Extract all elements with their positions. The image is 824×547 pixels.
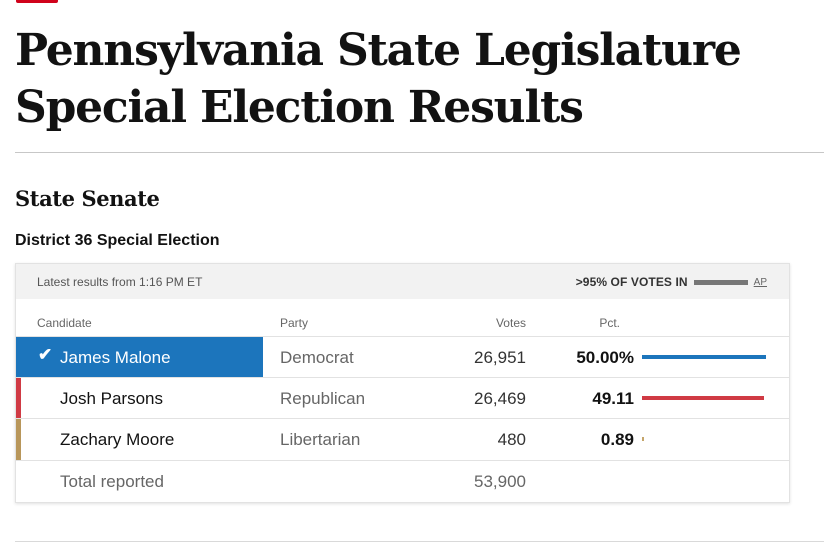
candidate-pct: 49.11 bbox=[592, 389, 634, 408]
table-row-moore: Zachary Moore Libertarian 480 0.89 bbox=[16, 418, 789, 460]
column-header-votes: Votes bbox=[495, 316, 526, 330]
results-table: Latest results from 1:16 PM ET >95% OF V… bbox=[15, 263, 790, 503]
vote-share-bar bbox=[642, 396, 764, 400]
candidate-party: Libertarian bbox=[280, 430, 361, 449]
reporting-status: >95% OF VOTES IN AP bbox=[576, 275, 767, 289]
total-label: Total reported bbox=[60, 472, 164, 491]
ap-source-link[interactable]: AP bbox=[753, 276, 767, 288]
reporting-meter bbox=[693, 279, 748, 285]
vote-share-bar bbox=[642, 437, 644, 441]
candidate-name: Zachary Moore bbox=[60, 430, 175, 449]
candidate-votes: 26,951 bbox=[474, 348, 526, 367]
results-header: Latest results from 1:16 PM ET >95% OF V… bbox=[16, 264, 789, 299]
total-row: Total reported 53,900 bbox=[16, 460, 789, 502]
votes-in-label: >95% OF VOTES IN bbox=[575, 275, 688, 289]
vote-share-bar bbox=[642, 355, 766, 359]
winner-highlight: ✔ James Malone bbox=[16, 337, 263, 378]
candidate-name: Josh Parsons bbox=[60, 389, 163, 408]
candidate-votes: 26,469 bbox=[474, 389, 526, 408]
candidate-votes: 480 bbox=[497, 430, 526, 449]
section-title: State Senate bbox=[15, 186, 160, 211]
race-title: District 36 Special Election bbox=[15, 232, 220, 249]
column-header-pct: Pct. bbox=[599, 316, 620, 330]
party-color-stripe bbox=[16, 419, 21, 460]
checkmark-icon: ✔ bbox=[38, 345, 53, 364]
table-row-malone: ✔ James Malone Democrat 26,951 50.00% bbox=[16, 336, 789, 378]
table-row-parsons: Josh Parsons Republican 26,469 49.11 bbox=[16, 377, 789, 419]
divider bbox=[15, 152, 824, 153]
candidate-party: Democrat bbox=[280, 348, 354, 367]
candidate-pct: 0.89 bbox=[600, 430, 634, 449]
party-color-stripe bbox=[16, 378, 21, 419]
column-header-candidate: Candidate bbox=[37, 316, 92, 330]
candidate-party: Republican bbox=[280, 389, 366, 408]
divider bbox=[15, 541, 824, 542]
page-title: Pennsylvania State Legislature Special E… bbox=[15, 25, 742, 133]
last-updated-text: Latest results from 1:16 PM ET bbox=[37, 275, 203, 289]
total-votes: 53,900 bbox=[474, 472, 526, 491]
column-header-party: Party bbox=[280, 316, 309, 330]
candidate-pct: 50.00% bbox=[576, 348, 634, 367]
candidate-name: James Malone bbox=[60, 348, 171, 367]
top-accent-bar bbox=[16, 0, 58, 3]
